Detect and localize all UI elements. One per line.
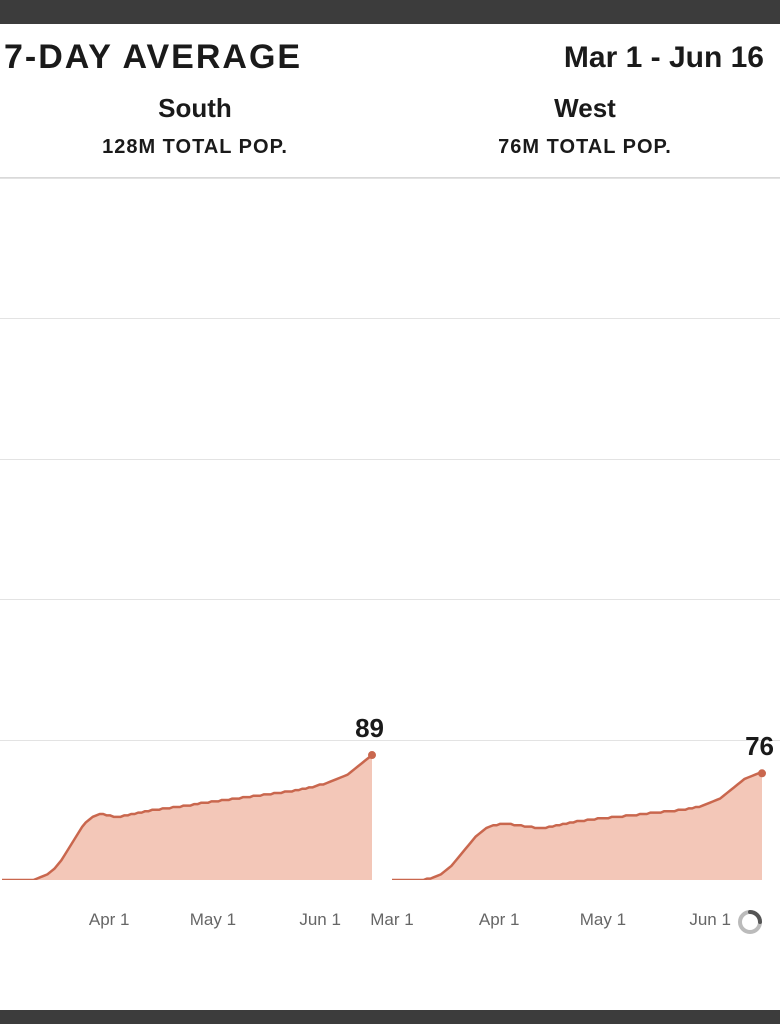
browser-chrome-bottom [0,1010,780,1024]
x-tick-label: May 1 [190,910,236,930]
x-tick-label: Jun 1 [689,910,731,930]
page-title: 7-DAY AVERAGE [0,38,302,77]
x-tick-label: Apr 1 [89,910,130,930]
loading-spinner-icon [736,908,764,936]
x-tick-label: May 1 [580,910,626,930]
page-content: 7-DAY AVERAGE Mar 1 - Jun 16 South 128M … [0,24,780,1010]
region-name: West [390,93,780,124]
header-row: 7-DAY AVERAGE Mar 1 - Jun 16 [0,24,780,87]
charts-row: 89 Apr 1 May 1 Jun 1 76 Mar 1 Apr 1 May 1 Jun… [0,178,780,938]
x-tick-label: Apr 1 [479,910,520,930]
region-header-south: South 128M TOTAL POP. [0,87,390,177]
region-headers: South 128M TOTAL POP. West 76M TOTAL POP… [0,87,780,178]
chart-south: 89 Apr 1 May 1 Jun 1 [0,178,390,938]
series-end-label: 89 [355,713,384,744]
series-end-label: 76 [745,731,774,762]
area-chart-svg [0,178,390,880]
date-range: Mar 1 - Jun 16 [564,41,764,75]
region-name: South [0,93,390,124]
area-chart-svg [390,178,780,880]
region-population: 128M TOTAL POP. [0,136,390,159]
chart-west: 76 Mar 1Apr 1May 1Jun 1 [390,178,780,938]
region-header-west: West 76M TOTAL POP. [390,87,780,177]
browser-chrome-top [0,0,780,24]
chart-area: 89 Apr 1 May 1 Jun 1 76 Mar 1 Apr 1 May 1 Jun… [0,178,780,938]
region-population: 76M TOTAL POP. [390,136,780,159]
x-tick-label: Jun 1 [299,910,341,930]
x-tick-label: Mar 1 [370,910,413,930]
